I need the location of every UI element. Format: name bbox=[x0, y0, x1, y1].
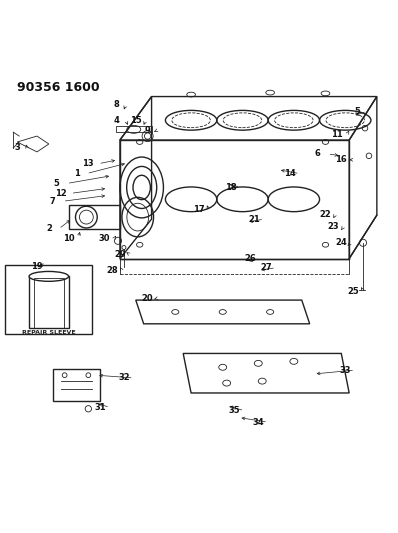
Text: 90356 1600: 90356 1600 bbox=[17, 80, 100, 94]
Text: 10: 10 bbox=[63, 233, 74, 243]
Text: 27: 27 bbox=[260, 263, 272, 272]
Text: 29: 29 bbox=[114, 250, 126, 259]
Text: 16: 16 bbox=[336, 155, 347, 164]
Text: 19: 19 bbox=[31, 262, 43, 271]
Text: 2: 2 bbox=[46, 224, 52, 233]
Bar bbox=[34, 278, 64, 328]
Text: 28: 28 bbox=[106, 266, 118, 275]
Text: 9: 9 bbox=[145, 126, 150, 135]
Text: 1: 1 bbox=[74, 169, 80, 178]
Text: 35: 35 bbox=[229, 406, 240, 415]
Bar bbox=[29, 277, 68, 328]
Bar bbox=[5, 264, 92, 334]
Text: 34: 34 bbox=[252, 418, 264, 427]
Text: 18: 18 bbox=[225, 183, 236, 192]
Text: 5: 5 bbox=[54, 179, 60, 188]
Text: 3: 3 bbox=[14, 143, 20, 152]
Text: 17: 17 bbox=[193, 206, 205, 214]
Text: 33: 33 bbox=[339, 366, 351, 375]
Text: 15: 15 bbox=[130, 116, 142, 125]
Text: 12: 12 bbox=[55, 189, 66, 198]
Text: 11: 11 bbox=[332, 130, 343, 139]
Text: 31: 31 bbox=[94, 403, 106, 412]
Text: 7: 7 bbox=[50, 197, 56, 206]
Text: 23: 23 bbox=[328, 222, 339, 231]
Text: 4: 4 bbox=[113, 116, 119, 125]
Text: 20: 20 bbox=[142, 294, 154, 303]
Ellipse shape bbox=[29, 271, 68, 281]
Text: 22: 22 bbox=[320, 210, 332, 219]
Text: 32: 32 bbox=[118, 374, 130, 383]
Text: 21: 21 bbox=[248, 215, 260, 223]
Text: 24: 24 bbox=[336, 238, 347, 247]
Text: 5: 5 bbox=[354, 107, 360, 116]
Text: 8: 8 bbox=[113, 100, 119, 109]
Text: 6: 6 bbox=[315, 149, 320, 158]
Text: 30: 30 bbox=[98, 235, 110, 244]
Text: 13: 13 bbox=[82, 159, 94, 168]
Text: 25: 25 bbox=[347, 287, 359, 295]
Text: 26: 26 bbox=[244, 254, 256, 263]
Text: 14: 14 bbox=[284, 169, 296, 178]
Text: REPAIR SLEEVE: REPAIR SLEEVE bbox=[22, 330, 76, 335]
